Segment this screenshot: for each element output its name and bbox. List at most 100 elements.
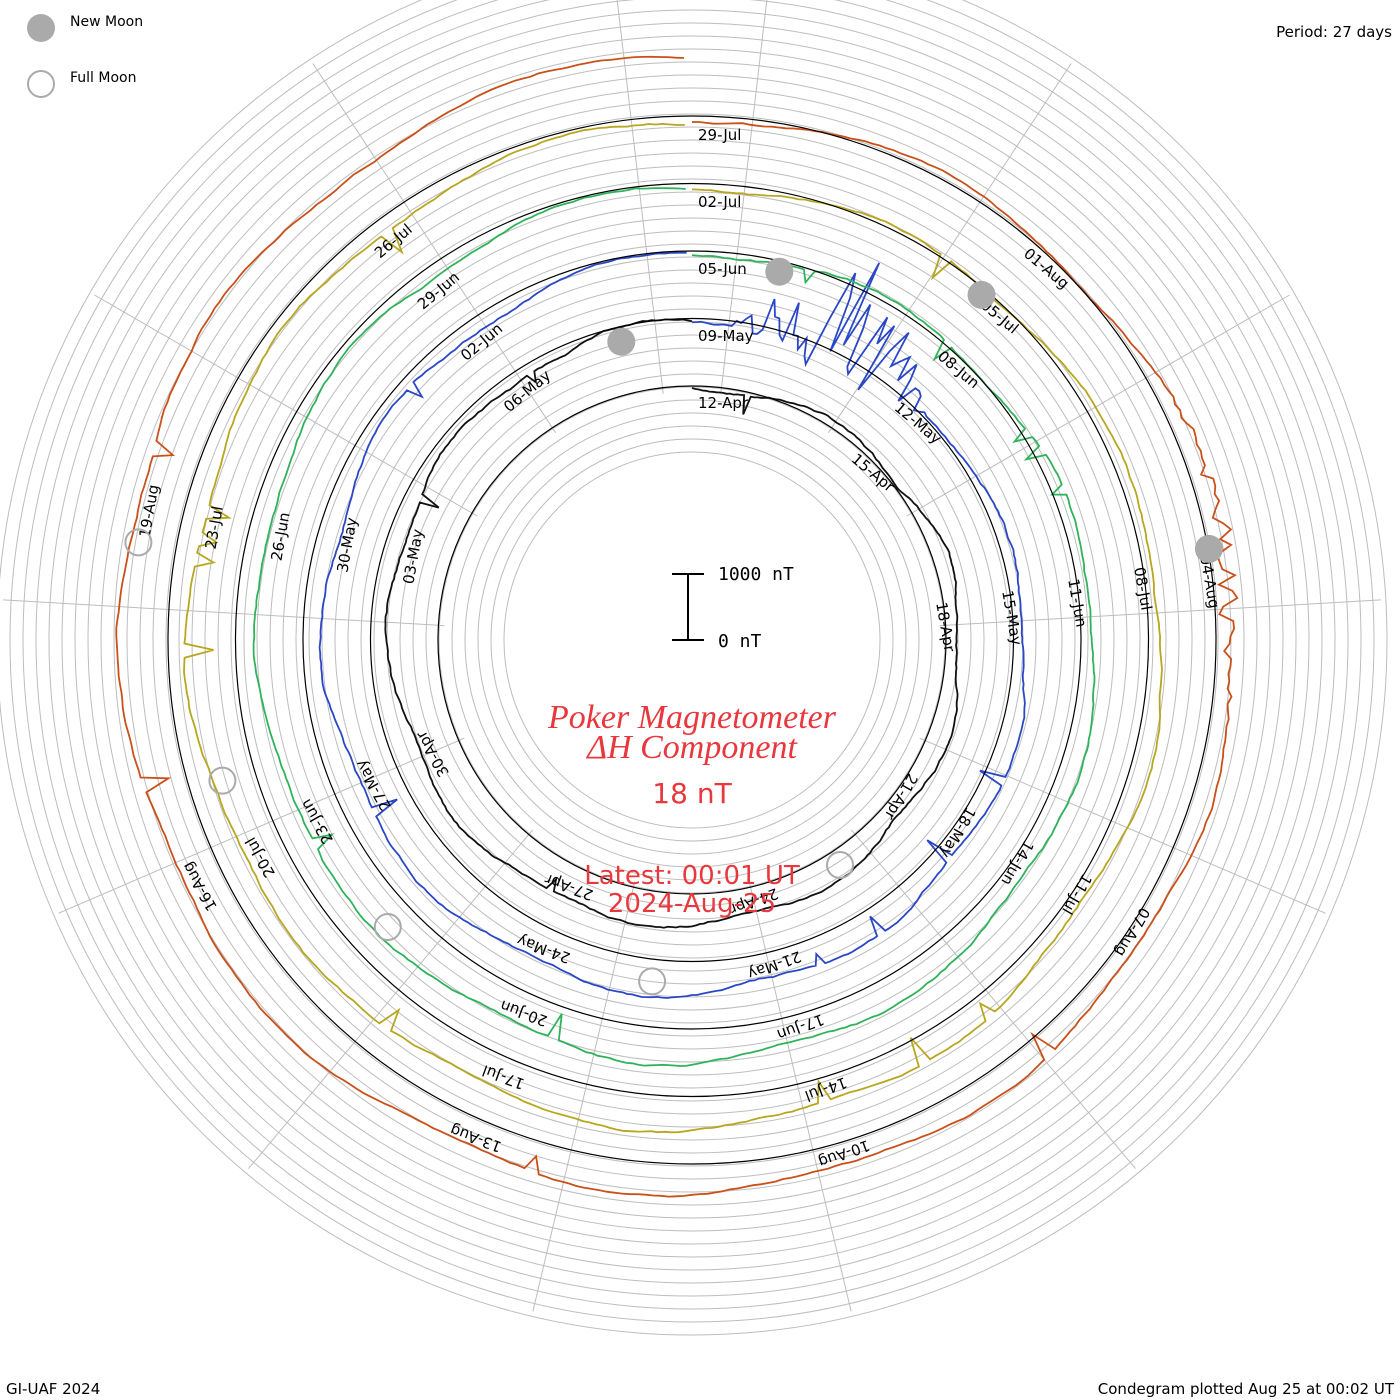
grid-ring — [230, 178, 1154, 1102]
cycle-reference-rings — [167, 115, 1217, 1165]
grid-ring — [412, 360, 972, 920]
date-label: 07-Aug — [1111, 904, 1153, 959]
period-label: Period: 27 days — [1276, 23, 1392, 41]
latest-date: 2024-Aug-25 — [608, 889, 776, 919]
grid-ring — [22, 0, 1362, 1310]
grid-ring — [490, 438, 894, 842]
grid-ring — [139, 87, 1245, 1193]
series-line-cycle-1 — [384, 318, 959, 929]
date-label: 19-Aug — [136, 483, 163, 539]
latest-time: Latest: 00:01 UT — [584, 861, 800, 891]
date-label: 18-May — [936, 804, 979, 861]
new-moon-marker — [1194, 534, 1223, 563]
grid-ring — [61, 9, 1323, 1271]
grid-ring — [0, 0, 1388, 1336]
grid-ring — [87, 35, 1297, 1245]
date-label: 12-May — [891, 398, 945, 448]
grid-ring — [100, 48, 1284, 1232]
date-label: 09-May — [698, 327, 754, 345]
date-label: 29-Jul — [698, 126, 741, 144]
grid-ring — [503, 451, 881, 829]
date-label: 23-Jul — [202, 505, 227, 551]
new-moon-legend-icon — [27, 14, 55, 42]
grid-ring — [282, 230, 1102, 1050]
cycle-ring — [369, 317, 1015, 963]
date-label: 18-Apr — [932, 601, 959, 654]
grid-ring — [152, 100, 1232, 1180]
date-label: 16-Aug — [178, 859, 220, 914]
date-label: 17-Jul — [480, 1061, 527, 1093]
grid-ring — [204, 152, 1180, 1128]
date-label: 14-Jul — [802, 1073, 849, 1105]
full-moon-marker — [124, 528, 153, 557]
full-moon-marker — [826, 851, 854, 879]
grid-ring — [321, 269, 1063, 1011]
grid-ring — [256, 204, 1128, 1076]
series-traces — [115, 55, 1239, 1198]
grid-ring — [295, 243, 1089, 1037]
grid-spoke — [94, 294, 478, 517]
date-label: 15-May — [998, 589, 1025, 647]
date-label: 12-Apr — [698, 394, 749, 412]
new-moon-marker — [765, 257, 794, 286]
date-label: 15-Apr — [848, 450, 899, 497]
full-moon-marker — [638, 967, 667, 996]
current-value: 18 nT — [652, 777, 732, 810]
new-moon-legend-label: New Moon — [70, 14, 144, 30]
cycle-ring — [302, 250, 1082, 1030]
full-moon-marker — [373, 913, 402, 941]
new-moon-marker — [967, 280, 996, 309]
grid-ring — [269, 217, 1115, 1063]
full-moon-legend-label: Full Moon — [70, 70, 137, 86]
date-label: 02-Jul — [698, 193, 741, 211]
grid-ring — [243, 191, 1141, 1089]
grid-ring — [451, 399, 933, 881]
grid-ring — [165, 113, 1219, 1167]
grid-ring — [217, 165, 1167, 1115]
day-spokes — [3, 0, 1381, 1312]
grid-ring — [126, 74, 1258, 1206]
scale-bottom-label: 0 nT — [718, 631, 762, 652]
date-label: 08-Jun — [934, 347, 983, 392]
series-line-cycle-4 — [183, 122, 1163, 1134]
date-label: 30-Apr — [412, 727, 453, 780]
grid-ring — [9, 0, 1375, 1323]
grid-ring — [74, 22, 1310, 1258]
date-label: 03-May — [399, 528, 426, 586]
full-moon-marker — [208, 766, 237, 795]
grid-ring — [438, 386, 946, 894]
station-title: Poker Magnetometer — [547, 699, 837, 736]
credit-label: GI-UAF 2024 — [6, 1380, 101, 1398]
grid-ring — [308, 256, 1076, 1024]
grid-ring — [477, 425, 907, 855]
grid-ring — [347, 295, 1037, 985]
component-title: ΔH Component — [585, 729, 798, 766]
date-label: 27-May — [351, 756, 394, 813]
date-label: 26-Jun — [267, 511, 293, 562]
scale-top-label: 1000 nT — [718, 564, 794, 585]
grid-ring — [35, 0, 1349, 1297]
plotted-label: Condegram plotted Aug 25 at 00:02 UT — [1097, 1380, 1394, 1398]
date-label: 21-Apr — [880, 770, 921, 823]
series-line-cycle-5 — [115, 55, 1239, 1198]
grid-ring — [464, 412, 920, 868]
grid-spoke — [312, 63, 557, 434]
cycle-ring — [437, 385, 947, 895]
grid-ring — [191, 139, 1193, 1141]
series-line-cycle-3 — [252, 187, 1096, 1067]
date-label: 05-Jun — [698, 260, 747, 278]
grid-spoke — [906, 294, 1290, 517]
date-label: 11-Jul — [1058, 871, 1095, 918]
radial-grid — [0, 0, 1388, 1336]
scale-bar: 1000 nT 0 nT — [672, 564, 794, 652]
series-line-cycle-2 — [318, 251, 1026, 999]
grid-ring — [48, 0, 1336, 1284]
full-moon-legend-icon — [27, 70, 55, 98]
new-moon-marker — [607, 327, 636, 356]
grid-ring — [113, 61, 1271, 1219]
date-label: 21-May — [745, 947, 803, 983]
grid-ring — [399, 347, 985, 933]
grid-ring — [425, 373, 959, 907]
grid-ring — [178, 126, 1206, 1154]
